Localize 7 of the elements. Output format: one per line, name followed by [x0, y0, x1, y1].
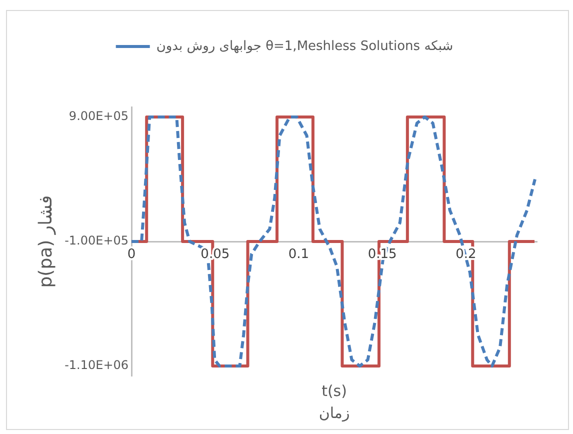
- y-tick-label: 9.00E+05: [68, 109, 129, 124]
- x-tick-label: 0: [127, 246, 136, 262]
- legend-label: جوابهای روش بدون θ=1,Meshless Solutions شبکه: [156, 38, 454, 54]
- y-tick-label: -1.10E+06: [64, 358, 129, 372]
- y-tick-label: -1.00E+05: [64, 234, 129, 248]
- y-axis-title: p(pa) فشار: [35, 195, 56, 288]
- x-tick-label: 0.1: [288, 246, 310, 262]
